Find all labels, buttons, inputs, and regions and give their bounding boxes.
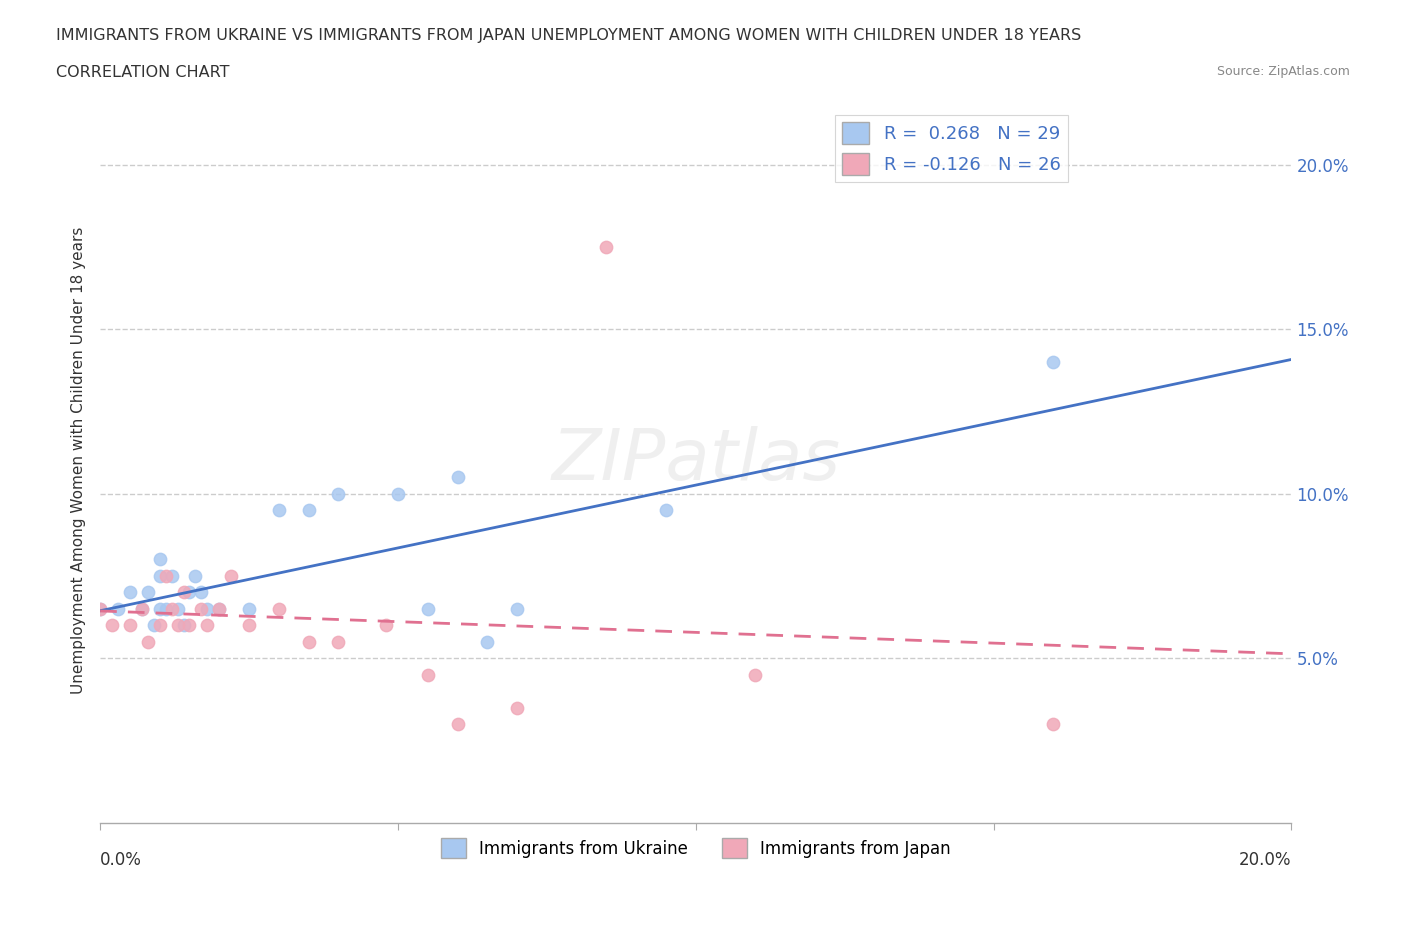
- Point: [179, 585, 201, 600]
- Point: [155, 602, 177, 617]
- Point: [89, 602, 111, 617]
- Point: [184, 568, 207, 583]
- Point: [101, 618, 124, 632]
- Point: [655, 502, 678, 517]
- Point: [131, 602, 153, 617]
- Point: [149, 602, 172, 617]
- Point: [328, 634, 350, 649]
- Point: [195, 618, 218, 632]
- Text: ZIPatlas: ZIPatlas: [551, 426, 841, 495]
- Text: 20.0%: 20.0%: [1239, 851, 1292, 869]
- Point: [506, 602, 529, 617]
- Point: [155, 568, 177, 583]
- Point: [267, 602, 290, 617]
- Point: [190, 585, 212, 600]
- Point: [1042, 716, 1064, 731]
- Point: [208, 602, 231, 617]
- Point: [267, 502, 290, 517]
- Text: 0.0%: 0.0%: [100, 851, 142, 869]
- Point: [160, 602, 183, 617]
- Point: [118, 618, 141, 632]
- Text: IMMIGRANTS FROM UKRAINE VS IMMIGRANTS FROM JAPAN UNEMPLOYMENT AMONG WOMEN WITH C: IMMIGRANTS FROM UKRAINE VS IMMIGRANTS FR…: [56, 28, 1081, 43]
- Point: [190, 602, 212, 617]
- Point: [416, 667, 439, 682]
- Y-axis label: Unemployment Among Women with Children Under 18 years: Unemployment Among Women with Children U…: [72, 227, 86, 695]
- Point: [131, 602, 153, 617]
- Point: [477, 634, 499, 649]
- Point: [446, 470, 468, 485]
- Point: [238, 602, 260, 617]
- Point: [142, 618, 165, 632]
- Point: [173, 618, 195, 632]
- Legend: R =  0.268   N = 29, R = -0.126   N = 26: R = 0.268 N = 29, R = -0.126 N = 26: [835, 115, 1069, 182]
- Point: [179, 618, 201, 632]
- Text: Source: ZipAtlas.com: Source: ZipAtlas.com: [1216, 65, 1350, 78]
- Point: [416, 602, 439, 617]
- Point: [173, 585, 195, 600]
- Point: [297, 502, 319, 517]
- Point: [149, 568, 172, 583]
- Point: [219, 568, 242, 583]
- Point: [208, 602, 231, 617]
- Point: [238, 618, 260, 632]
- Point: [136, 585, 159, 600]
- Point: [118, 585, 141, 600]
- Point: [297, 634, 319, 649]
- Point: [136, 634, 159, 649]
- Point: [107, 602, 129, 617]
- Point: [166, 618, 188, 632]
- Point: [595, 239, 617, 254]
- Point: [166, 602, 188, 617]
- Point: [195, 602, 218, 617]
- Point: [328, 486, 350, 501]
- Point: [149, 618, 172, 632]
- Point: [375, 618, 398, 632]
- Point: [387, 486, 409, 501]
- Point: [506, 700, 529, 715]
- Point: [149, 552, 172, 567]
- Point: [89, 602, 111, 617]
- Point: [446, 716, 468, 731]
- Point: [744, 667, 766, 682]
- Text: CORRELATION CHART: CORRELATION CHART: [56, 65, 229, 80]
- Point: [160, 568, 183, 583]
- Point: [1042, 354, 1064, 369]
